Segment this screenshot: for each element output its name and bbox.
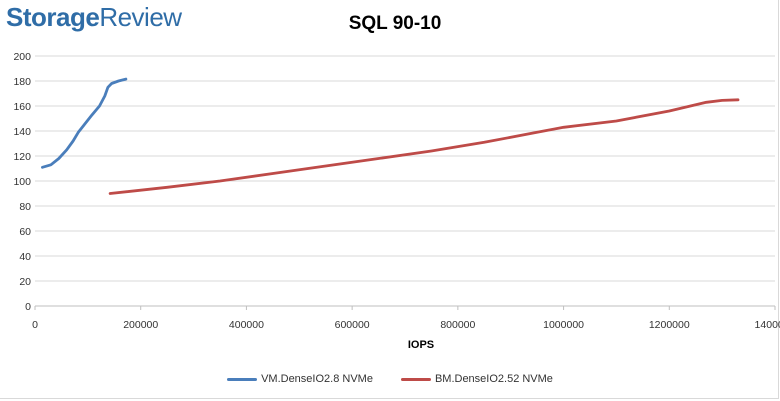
legend: VM.DenseIO2.8 NVMe BM.DenseIO2.52 NVMe: [0, 373, 780, 385]
y-tick-label: 200: [13, 51, 31, 63]
y-tick-label: 160: [13, 101, 31, 113]
logo-text-storage: Storage: [6, 2, 100, 32]
chart-title-container: SQL 90-10: [0, 13, 780, 35]
legend-swatch: [400, 377, 431, 381]
y-tick-label: 60: [19, 226, 31, 238]
y-tick-label: 80: [19, 201, 31, 213]
series-line-1: [41, 77, 128, 169]
y-tick-label: 20: [19, 276, 31, 288]
gridlines: [35, 55, 775, 282]
x-tick-label: 1000000: [543, 319, 584, 331]
x-tick-label: 200000: [123, 319, 158, 331]
x-tick-label: 1200000: [649, 319, 690, 331]
x-tick-label: 800000: [440, 319, 475, 331]
y-tick-label: 140: [13, 126, 31, 138]
y-tick-label: 120: [13, 151, 31, 163]
legend-label: BM.DenseIO2.52 NVMe: [434, 373, 553, 385]
x-tick-label: 600000: [335, 319, 370, 331]
axes: [34, 305, 776, 310]
x-tick-label: 0: [32, 319, 38, 331]
storagereview-logo: StorageReview: [6, 2, 182, 33]
y-tick-label: 0: [25, 301, 31, 313]
legend-label: VM.DenseIO2.8 NVMe: [261, 373, 373, 385]
series-line-2: [108, 98, 740, 195]
chart-title: SQL 90-10: [348, 13, 442, 34]
legend-swatch: [227, 377, 258, 381]
y-tick-label: 100: [13, 176, 31, 188]
x-tick-label: 400000: [229, 319, 264, 331]
series-lines: [41, 77, 740, 195]
y-tick-label: 40: [19, 251, 31, 263]
legend-item-2: BM.DenseIO2.52 NVMe: [400, 373, 553, 385]
y-tick-label: 180: [13, 76, 31, 88]
x-tick-label: 1400000: [755, 319, 780, 331]
tick-labels: 0 20 40 60 80 100 120 140 160 180 200 0 200000 400000…: [13, 51, 780, 331]
legend-item-1: VM.DenseIO2.8 NVMe: [227, 373, 373, 385]
x-axis-title: IOPS: [408, 339, 434, 351]
logo-text-review: Review: [99, 2, 182, 32]
